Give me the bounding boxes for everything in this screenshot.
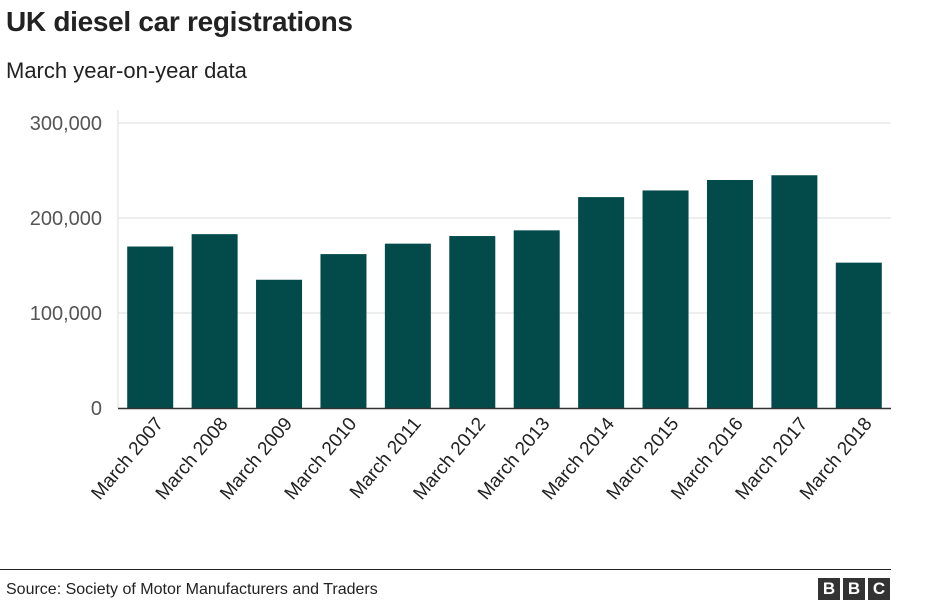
bar [771, 175, 818, 408]
chart-title: UK diesel car registrations [6, 6, 353, 37]
y-tick-label: 0 [91, 398, 102, 420]
bbc-logo: B B C [818, 578, 890, 600]
source-note: Source: Society of Motor Manufacturers a… [6, 581, 378, 598]
chart-subtitle: March year-on-year data [6, 58, 247, 83]
bar [513, 230, 560, 408]
bbc-logo-letter-2: B [843, 578, 865, 600]
bar [578, 197, 625, 408]
y-tick-label: 200,000 [30, 208, 102, 230]
bar [642, 190, 689, 408]
bar [384, 243, 431, 408]
footer-divider [0, 569, 891, 570]
y-tick-label: 100,000 [30, 303, 102, 325]
bar [127, 246, 174, 408]
y-tick-label: 300,000 [30, 113, 102, 135]
bar [320, 254, 367, 408]
bar [256, 279, 303, 408]
bbc-logo-letter-3: C [868, 578, 890, 600]
bbc-logo-letter-1: B [818, 578, 840, 600]
bar [706, 180, 753, 408]
bar [835, 262, 882, 408]
bar [191, 234, 238, 408]
bar [449, 236, 496, 408]
